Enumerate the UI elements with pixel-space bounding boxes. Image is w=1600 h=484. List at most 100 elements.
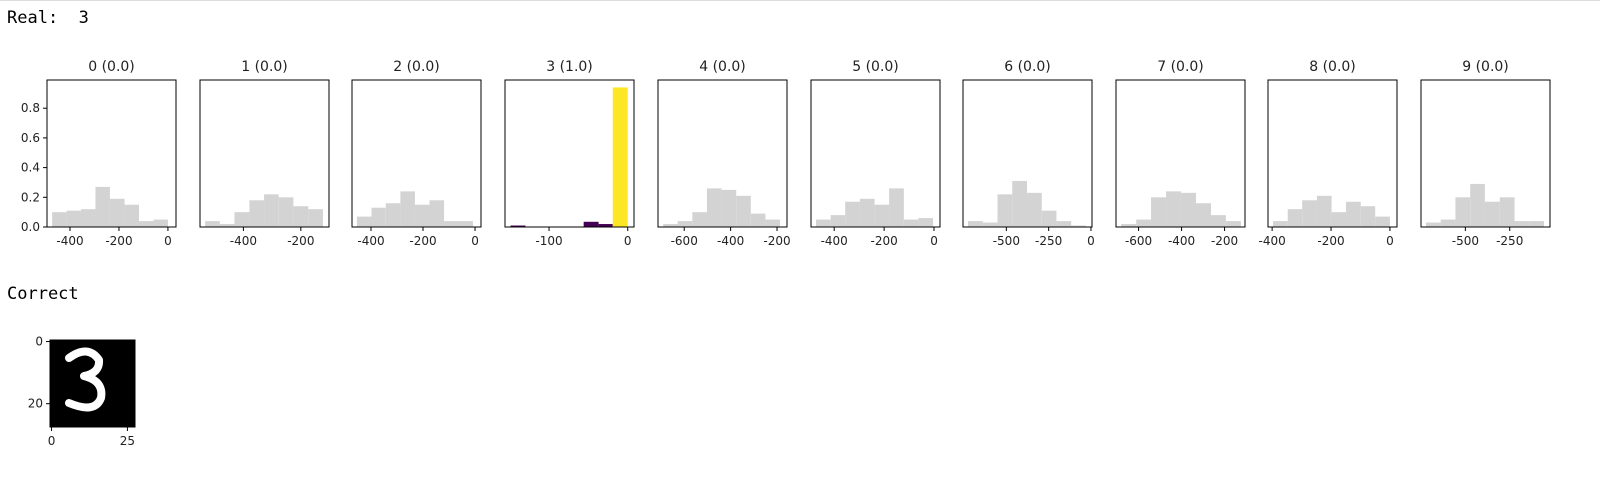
x-tick-label: -400	[1259, 234, 1286, 248]
hist-bar	[414, 204, 430, 227]
hist-bar	[968, 221, 983, 227]
plot-frame	[1115, 79, 1246, 228]
y-tick-label: 0	[35, 335, 43, 349]
x-tick-label: -400	[717, 234, 744, 248]
x-tick-label: 0	[930, 234, 938, 248]
hist-bar	[1195, 203, 1212, 227]
image-frame	[49, 339, 136, 428]
x-tick-label: 0	[48, 434, 56, 448]
x-tick-label: -250	[1035, 234, 1062, 248]
hist-bar	[692, 212, 707, 227]
plot-frame	[1267, 79, 1398, 228]
hist-bar	[1012, 180, 1027, 227]
hist-bar	[612, 87, 628, 227]
hist-bar	[234, 212, 250, 227]
digit-stroke	[65, 347, 106, 412]
hist-bar	[139, 221, 154, 227]
hist-bar	[1041, 210, 1057, 227]
panel-title: 1 (0.0)	[241, 59, 288, 75]
hist-bar	[1121, 224, 1137, 227]
hist-bar	[889, 188, 904, 227]
hist-bar	[1360, 206, 1376, 227]
hist-bar	[982, 222, 998, 227]
hist-bar	[677, 221, 693, 227]
hist-bar	[1346, 201, 1361, 227]
hist-bar	[918, 218, 934, 227]
hist-bar	[859, 198, 875, 227]
x-tick-label: -250	[1496, 234, 1523, 248]
hist-bar	[66, 210, 82, 227]
hist-bar	[219, 224, 235, 227]
hist-bar	[1026, 192, 1042, 227]
hist-bar	[845, 201, 860, 227]
hist-bar	[765, 219, 781, 227]
hist-bar	[308, 209, 323, 227]
x-tick-label: -200	[409, 234, 436, 248]
hist-bar	[1071, 225, 1086, 227]
hist-bar	[109, 198, 125, 227]
hist-bar	[1302, 200, 1317, 227]
hist-bar	[52, 212, 67, 227]
plot-frame	[810, 79, 941, 228]
hist-bar	[293, 206, 309, 227]
panel-title: 4 (0.0)	[699, 59, 746, 75]
hist-bar	[1514, 221, 1530, 227]
hist-bar	[1225, 221, 1241, 227]
x-tick-label: -200	[1211, 234, 1238, 248]
hist-bar	[1470, 183, 1485, 227]
hist-bar	[874, 204, 890, 227]
hist-bar	[124, 204, 140, 227]
x-tick-label: 0	[164, 234, 172, 248]
plot-frame	[351, 79, 482, 228]
hist-bar	[750, 213, 766, 227]
y-tick-label: 0.6	[21, 131, 40, 145]
hist-bar	[205, 221, 220, 227]
panel-title: 6 (0.0)	[1004, 59, 1051, 75]
x-tick-label: 0	[1386, 234, 1394, 248]
hist-bar	[1056, 221, 1072, 227]
hist-bar	[1455, 197, 1471, 227]
hist-bar	[264, 194, 279, 227]
panel-title: 9 (0.0)	[1462, 59, 1509, 75]
hist-bar	[1375, 216, 1390, 227]
panel-title: 3 (1.0)	[546, 59, 593, 75]
hist-bar	[458, 221, 473, 227]
x-tick-label: -200	[105, 234, 132, 248]
hist-bar	[1484, 201, 1500, 227]
panel-title: 0 (0.0)	[88, 59, 135, 75]
hist-bar	[1180, 192, 1196, 227]
y-tick-label: 0.0	[21, 220, 40, 234]
x-tick-label: 0	[624, 234, 632, 248]
hist-bar	[81, 209, 96, 227]
x-tick-label: -400	[821, 234, 848, 248]
x-tick-label: -100	[535, 234, 562, 248]
hist-bar	[1136, 219, 1152, 227]
real-label: Real: 3	[7, 8, 89, 28]
x-tick-label: 25	[120, 434, 135, 448]
x-tick-label: 0	[1087, 234, 1095, 248]
hist-bar	[249, 200, 265, 227]
x-tick-label: -200	[287, 234, 314, 248]
hist-bar	[385, 203, 401, 227]
x-tick-label: -200	[1317, 234, 1344, 248]
hist-bar	[1440, 219, 1456, 227]
plot-frame	[199, 79, 330, 228]
hist-bar	[1211, 215, 1226, 227]
hist-bar	[278, 197, 294, 227]
plot-frame	[504, 79, 635, 228]
hist-bar	[721, 189, 737, 227]
hist-bar	[815, 219, 831, 227]
hist-bar	[583, 221, 599, 227]
hist-bar	[830, 215, 846, 227]
y-tick-label: 20	[28, 397, 43, 411]
result-label: Correct	[7, 284, 79, 304]
plot-frame	[1420, 79, 1551, 228]
panel-title: 7 (0.0)	[1157, 59, 1204, 75]
hist-bar	[444, 221, 459, 227]
hist-bar	[429, 200, 445, 227]
panel-title: 8 (0.0)	[1309, 59, 1356, 75]
hist-bar	[356, 216, 372, 227]
hist-bar	[1316, 195, 1332, 227]
y-tick-label: 0.4	[21, 161, 40, 175]
